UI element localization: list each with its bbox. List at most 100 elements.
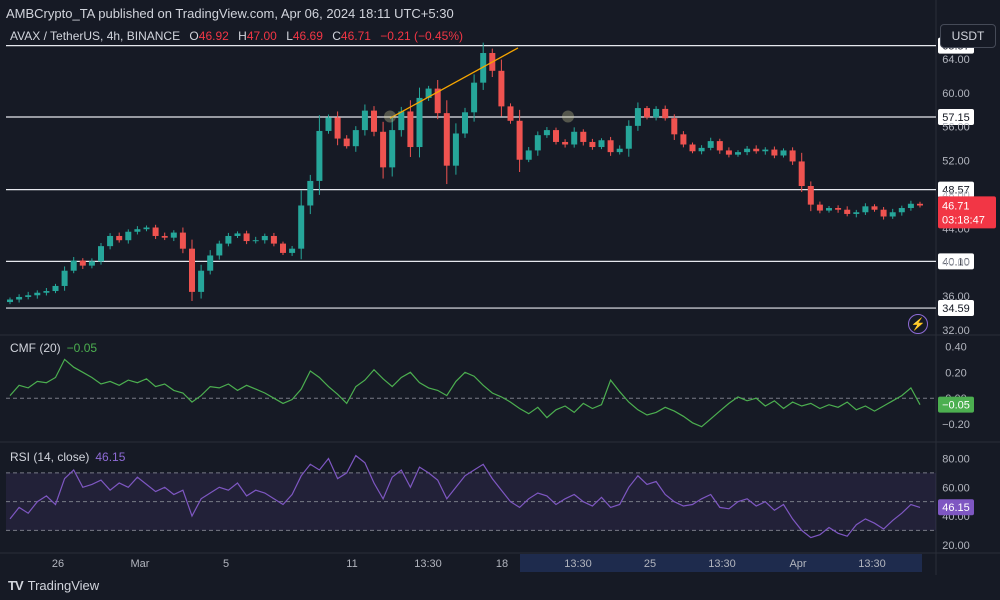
rsi-tick-label: 80.00: [942, 454, 970, 466]
candle-body: [98, 246, 104, 262]
level-tag: [938, 108, 974, 125]
level-tag: [938, 181, 974, 198]
cmf-legend[interactable]: CMF (20) −0.05: [10, 341, 97, 355]
candle-body: [507, 106, 514, 121]
candle-body: [79, 260, 86, 266]
candle-body: [107, 235, 114, 247]
candle-body: [7, 299, 13, 303]
lightning-icon[interactable]: ⚡: [908, 314, 928, 334]
candle-body: [216, 243, 223, 256]
time-tick-label: 13:30: [858, 558, 886, 570]
touch-point-marker: [562, 110, 574, 123]
candle-body: [625, 125, 632, 149]
candle-body: [616, 148, 623, 153]
level-tag: [938, 253, 974, 270]
candle-body: [480, 53, 487, 83]
candle-body: [807, 186, 814, 205]
candle-body: [771, 149, 778, 156]
time-tick-label: Mar: [131, 558, 150, 570]
candle-body: [580, 131, 587, 142]
candle-body: [471, 82, 478, 113]
candle-body: [744, 148, 751, 153]
rsi-tick-label: 20.00: [942, 540, 970, 552]
open-label: O: [189, 29, 199, 43]
candle-body: [207, 255, 214, 271]
time-tick-label: 5: [223, 558, 229, 570]
candle-body: [543, 130, 550, 136]
candle-body: [889, 212, 896, 217]
candle-body: [43, 291, 50, 293]
candle-body: [116, 235, 123, 241]
publisher-line: AMBCrypto_TA published on TradingView.co…: [6, 6, 454, 21]
candle-body: [125, 231, 132, 241]
candle-body: [25, 295, 32, 297]
candle-body: [289, 248, 296, 253]
price-tick-label: 56.00: [942, 122, 970, 134]
brand-name: TradingView: [27, 578, 100, 593]
tradingview-logo-icon: TV: [8, 578, 24, 593]
candle-body: [862, 206, 869, 213]
price-tick-label: 36.00: [942, 291, 970, 303]
candle-body: [735, 152, 741, 155]
candle-body: [334, 117, 341, 139]
candle-body: [907, 203, 914, 209]
candle-body: [844, 209, 851, 214]
time-tick-label: Apr: [789, 558, 806, 570]
candle-body: [452, 133, 459, 166]
candle-body: [662, 108, 669, 119]
candle-body: [198, 270, 205, 292]
high-label: H: [238, 29, 247, 43]
high-value: 47.00: [246, 29, 277, 43]
candle-body: [562, 141, 569, 145]
candle-body: [398, 111, 405, 131]
currency-button[interactable]: USDT: [940, 24, 996, 48]
candle-body: [716, 141, 723, 151]
time-tick-label: 13:30: [708, 558, 736, 570]
level-tag-label: 40.10: [942, 256, 970, 268]
time-tick-label: 18: [496, 558, 508, 570]
touch-point-marker: [384, 110, 396, 123]
change-value: −0.21 (−0.45%): [380, 29, 464, 43]
candle-body: [225, 235, 232, 244]
candle-body: [280, 243, 286, 253]
countdown-label: 03:18:47: [942, 214, 985, 226]
time-tick-label: 25: [644, 558, 656, 570]
candle-body: [16, 296, 23, 300]
candle-body: [653, 108, 660, 118]
close-value: 46.71: [340, 29, 371, 43]
price-tick-label: 52.00: [942, 156, 970, 168]
symbol-legend[interactable]: AVAX / TetherUS, 4h, BINANCE O46.92 H47.…: [10, 29, 463, 43]
price-tick-label: 32.00: [942, 325, 970, 337]
candle-body: [443, 113, 450, 166]
candle-body: [407, 111, 414, 148]
level-tag-label: 57.15: [942, 112, 970, 124]
candle-body: [134, 229, 141, 232]
candle-body: [161, 235, 168, 238]
candle-body: [61, 270, 68, 286]
rsi-legend[interactable]: RSI (14, close) 46.15: [10, 450, 125, 464]
rsi-value: 46.15: [95, 450, 126, 464]
open-value: 46.92: [198, 29, 229, 43]
candle-body: [707, 141, 714, 148]
candle-body: [853, 212, 860, 214]
price-tick-label: 40.00: [942, 257, 970, 269]
candle-body: [261, 235, 268, 241]
price-tick-label: 60.00: [942, 88, 970, 100]
candle-body: [416, 97, 423, 148]
candle-body: [270, 235, 277, 244]
time-tick-label: 13:30: [564, 558, 592, 570]
candle-body: [680, 134, 687, 145]
cmf-tick-label: −0.20: [942, 419, 970, 431]
rsi-value-tag: [938, 499, 974, 516]
time-tick-label: 26: [52, 558, 64, 570]
candle-body: [607, 140, 614, 153]
time-tick-label: 11: [346, 558, 357, 570]
candle-body: [871, 206, 878, 210]
symbol-name: AVAX / TetherUS, 4h, BINANCE: [10, 29, 181, 43]
price-tick-label: 64.00: [942, 54, 970, 66]
candle-body: [835, 208, 842, 210]
cmf-label: CMF (20): [10, 341, 61, 355]
candle-body: [316, 130, 323, 181]
tradingview-brand[interactable]: TV TradingView: [8, 578, 99, 593]
